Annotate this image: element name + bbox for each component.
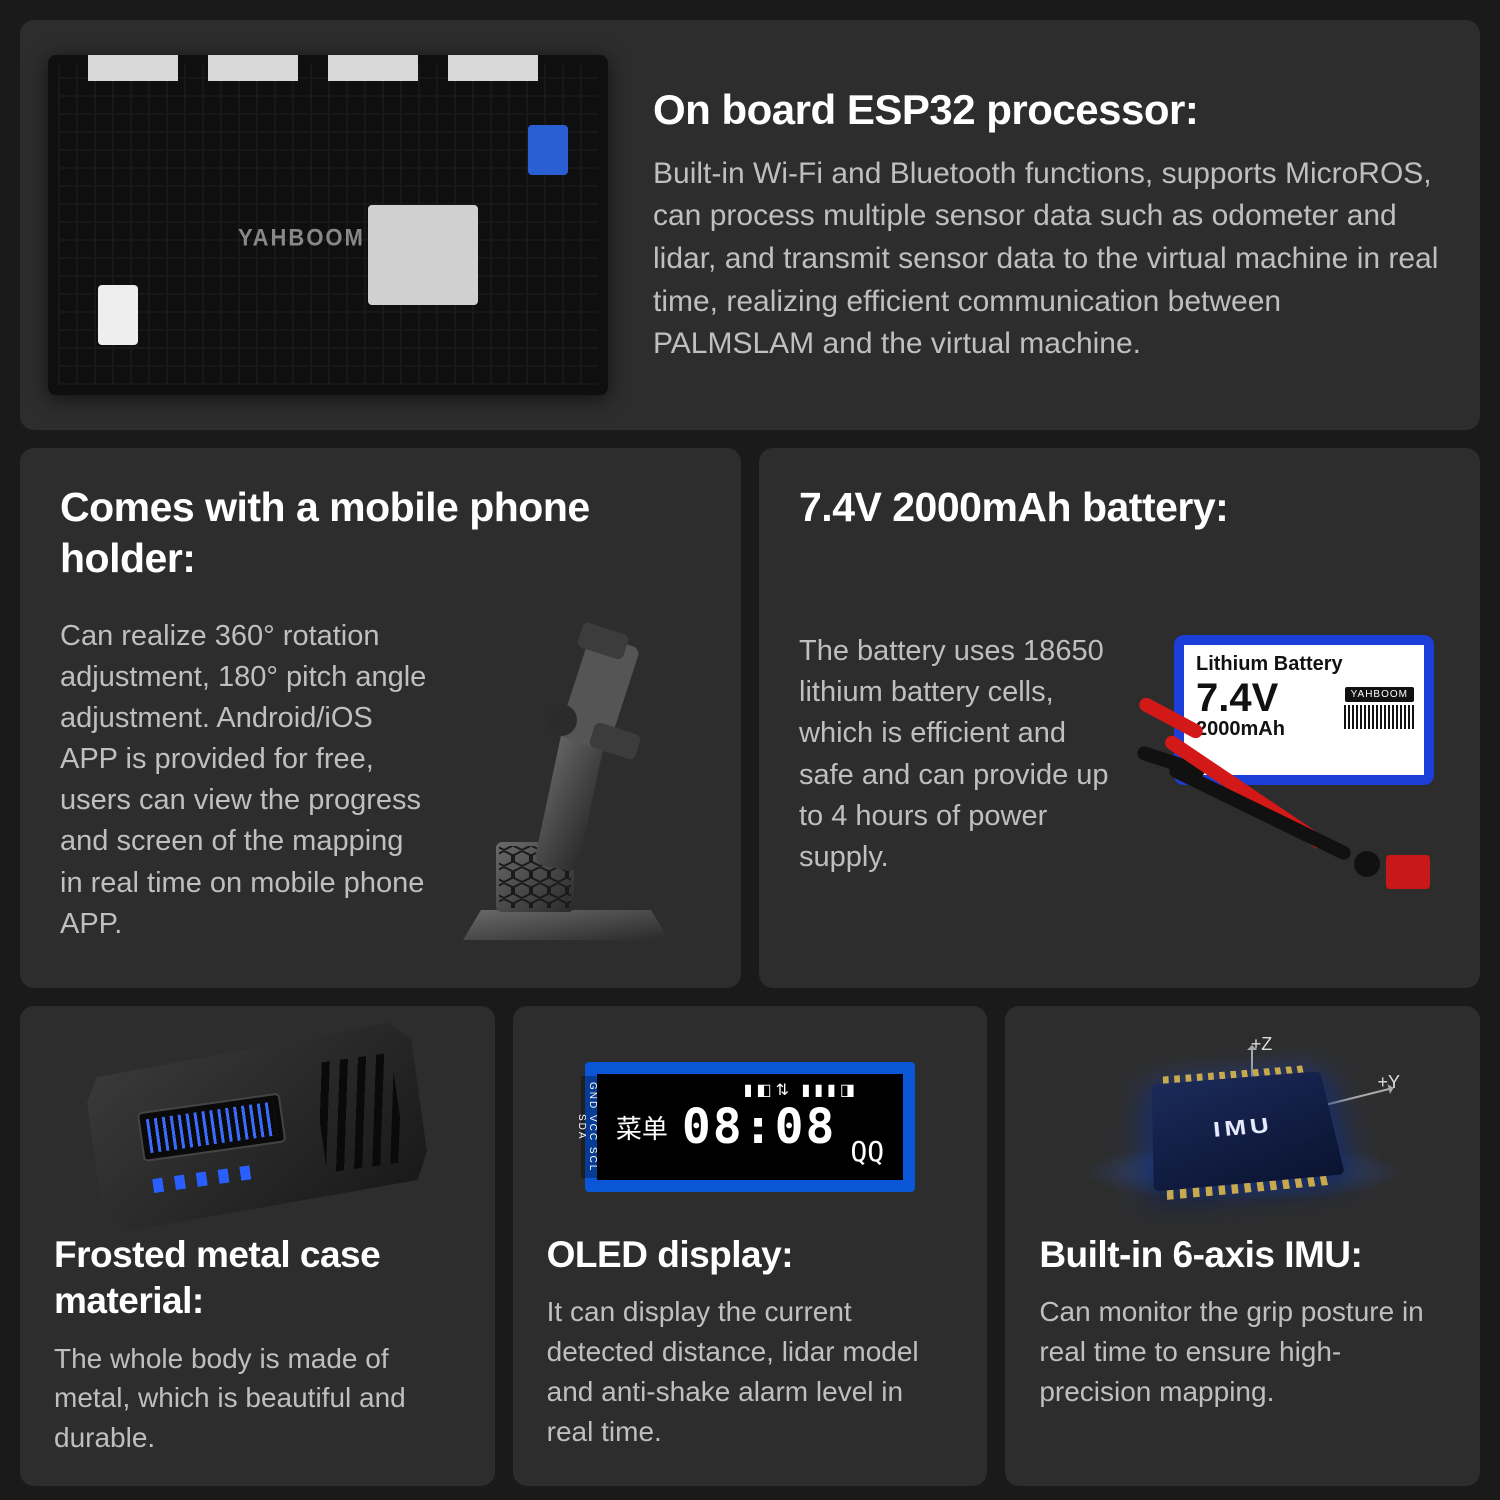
holder-title: Comes with a mobile phone holder: <box>60 482 701 585</box>
esp32-body: Built-in Wi-Fi and Bluetooth functions, … <box>653 153 1440 366</box>
oled-zh: 菜单 <box>616 1109 668 1146</box>
battery-image: Lithium Battery 7.4V 2000mAh YAHBOOM <box>1140 605 1440 905</box>
oled-image: GND VCC SCL SDA ▮◧⇅ ▮▮▮◨ 菜单 08:08 QQ <box>547 1032 954 1222</box>
imu-chip-label: IMU <box>1151 1071 1344 1191</box>
row-2: Comes with a mobile phone holder: Can re… <box>20 448 1480 988</box>
case-title: Frosted metal case material: <box>54 1232 461 1325</box>
feature-card-phone-holder: Comes with a mobile phone holder: Can re… <box>20 448 741 988</box>
feature-grid: YAHBOOM On board ESP32 processor: Built-… <box>20 20 1480 1480</box>
oled-digits: 08:08 <box>682 1099 837 1155</box>
metal-case-image <box>54 1032 461 1222</box>
imu-title: Built-in 6-axis IMU: <box>1039 1232 1446 1278</box>
esp32-text: On board ESP32 processor: Built-in Wi-Fi… <box>653 84 1440 365</box>
oled-title: OLED display: <box>547 1232 954 1278</box>
phone-holder-image <box>441 610 701 950</box>
oled-body: It can display the current detected dist… <box>547 1292 954 1451</box>
battery-title: 7.4V 2000mAh battery: <box>799 482 1440 533</box>
feature-card-imu: +Z +Y IMU Built-in 6-axis IMU: Can monit… <box>1005 1006 1480 1486</box>
esp32-board-image: YAHBOOM <box>48 55 608 395</box>
battery-body: The battery uses 18650 lithium battery c… <box>799 631 1128 878</box>
feature-card-esp32: YAHBOOM On board ESP32 processor: Built-… <box>20 20 1480 430</box>
oled-top-icons: ▮◧⇅ ▮▮▮◨ <box>744 1080 859 1100</box>
feature-card-oled: GND VCC SCL SDA ▮◧⇅ ▮▮▮◨ 菜单 08:08 QQ OLE… <box>513 1006 988 1486</box>
board-brand-text: YAHBOOM <box>238 224 365 253</box>
imu-axis-z: +Z <box>1251 1034 1273 1055</box>
oled-pin-labels: GND VCC SCL SDA <box>581 1076 599 1178</box>
holder-body: Can realize 360° rotation adjustment, 18… <box>60 616 429 945</box>
battery-label: Lithium Battery <box>1196 653 1412 676</box>
imu-image: +Z +Y IMU <box>1039 1032 1446 1222</box>
case-body: The whole body is made of metal, which i… <box>54 1339 461 1458</box>
feature-card-metal-case: Frosted metal case material: The whole b… <box>20 1006 495 1486</box>
row-3: Frosted metal case material: The whole b… <box>20 1006 1480 1486</box>
imu-body: Can monitor the grip posture in real tim… <box>1039 1292 1446 1411</box>
oled-suffix: QQ <box>850 1135 884 1180</box>
battery-brand: YAHBOOM <box>1345 687 1414 702</box>
imu-axis-y: +Y <box>1377 1072 1400 1093</box>
esp32-title: On board ESP32 processor: <box>653 84 1440 137</box>
feature-card-battery: 7.4V 2000mAh battery: The battery uses 1… <box>759 448 1480 988</box>
